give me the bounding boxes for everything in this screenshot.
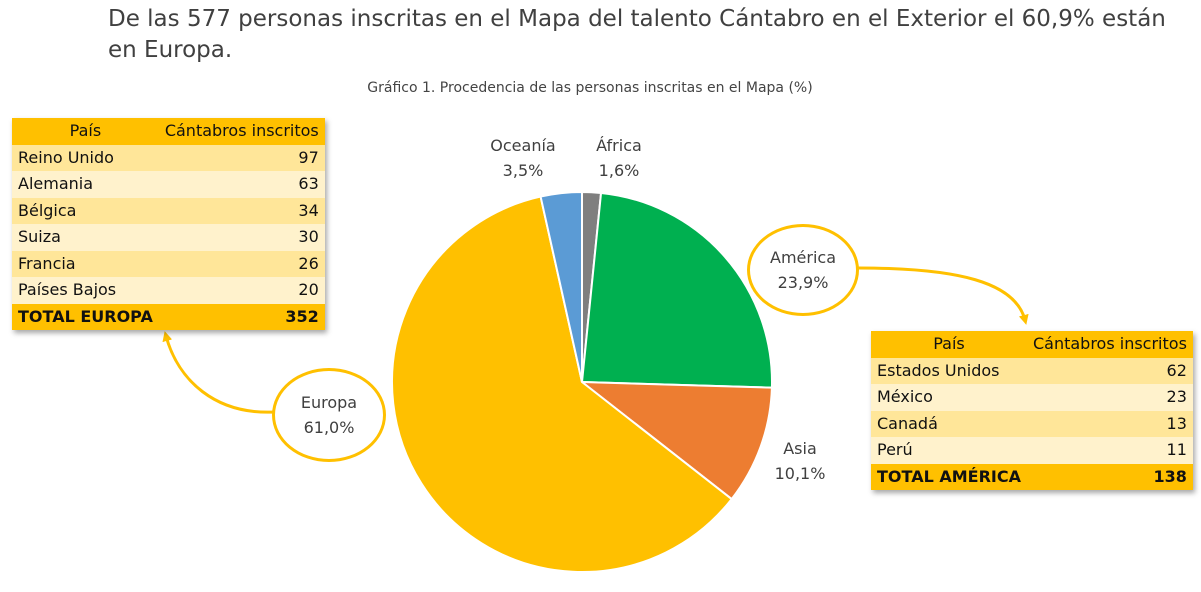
table-total-row: TOTAL AMÉRICA 138 — [871, 463, 1193, 490]
header-pais: País — [12, 118, 159, 145]
cell-pais: Países Bajos — [12, 277, 159, 304]
label-asia: Asia 10,1% — [755, 436, 845, 486]
cell-pais: Suiza — [12, 224, 159, 251]
cell-valor: 62 — [1026, 357, 1193, 384]
bubble-america: América 23,9% — [747, 224, 859, 316]
bubble-america-value: 23,9% — [777, 273, 829, 292]
cell-pais: Francia — [12, 250, 159, 277]
chart-title: Gráfico 1. Procedencia de las personas i… — [367, 80, 813, 96]
cell-valor: 11 — [1026, 437, 1193, 464]
table-row: Bélgica 34 — [12, 197, 325, 224]
table-row: Estados Unidos 62 — [871, 357, 1193, 384]
label-oceania-value: 3,5% — [502, 161, 544, 180]
pie-slice-america — [580, 191, 773, 389]
cell-valor: 30 — [158, 224, 325, 251]
cell-pais: Reino Unido — [12, 144, 159, 171]
cell-pais: Alemania — [12, 171, 159, 198]
table-row: Reino Unido 97 — [12, 144, 325, 171]
cell-valor: 63 — [158, 171, 325, 198]
table-header: País Cántabros inscritos — [12, 118, 325, 145]
table-america: País Cántabros inscritos Estados Unidos … — [871, 331, 1193, 490]
total-value: 352 — [158, 303, 325, 330]
cell-valor: 26 — [158, 250, 325, 277]
bubble-europa-name: Europa — [300, 393, 358, 412]
header-pais: País — [871, 331, 1027, 358]
table-row: Suiza 30 — [12, 224, 325, 251]
pie-slice-asia — [578, 380, 773, 501]
table-row: Canadá 13 — [871, 410, 1193, 437]
label-africa: África 1,6% — [574, 133, 664, 183]
cell-valor: 13 — [1026, 410, 1193, 437]
pie-slices — [391, 190, 773, 573]
total-label: TOTAL EUROPA — [12, 303, 159, 330]
cell-pais: Perú — [871, 437, 1027, 464]
table-header: País Cántabros inscritos — [871, 331, 1193, 358]
bubble-america-name: América — [770, 248, 836, 267]
label-asia-value: 10,1% — [774, 464, 826, 483]
table-row: Francia 26 — [12, 250, 325, 277]
cell-pais: Canadá — [871, 410, 1027, 437]
label-oceania: Oceanía 3,5% — [478, 133, 568, 183]
label-oceania-name: Oceanía — [490, 136, 556, 155]
bubble-europa: Europa 61,0% — [272, 368, 386, 462]
table-row: Perú 11 — [871, 437, 1193, 464]
cell-valor: 97 — [158, 144, 325, 171]
pie-slice-oceania — [539, 190, 583, 383]
label-africa-value: 1,6% — [598, 161, 640, 180]
cell-pais: Bélgica — [12, 197, 159, 224]
cell-valor: 20 — [158, 277, 325, 304]
arrow-america — [857, 266, 1029, 325]
bubble-europa-value: 61,0% — [303, 418, 355, 437]
pie-slice-europa — [391, 195, 734, 573]
cell-pais: México — [871, 384, 1027, 411]
headline: De las 577 personas inscritas en el Mapa… — [108, 6, 1166, 63]
header-inscritos: Cántabros inscritos — [158, 118, 325, 145]
cell-valor: 23 — [1026, 384, 1193, 411]
table-total-row: TOTAL EUROPA 352 — [12, 303, 325, 330]
arrow-europa — [162, 331, 276, 414]
label-africa-name: África — [596, 136, 642, 155]
table-row: México 23 — [871, 384, 1193, 411]
total-value: 138 — [1026, 463, 1193, 490]
cell-pais: Estados Unidos — [871, 357, 1027, 384]
table-europa: País Cántabros inscritos Reino Unido 97 … — [12, 118, 325, 330]
total-label: TOTAL AMÉRICA — [871, 463, 1027, 490]
table-row: Países Bajos 20 — [12, 277, 325, 304]
table-row: Alemania 63 — [12, 171, 325, 198]
cell-valor: 34 — [158, 197, 325, 224]
header-inscritos: Cántabros inscritos — [1026, 331, 1193, 358]
label-asia-name: Asia — [783, 439, 817, 458]
